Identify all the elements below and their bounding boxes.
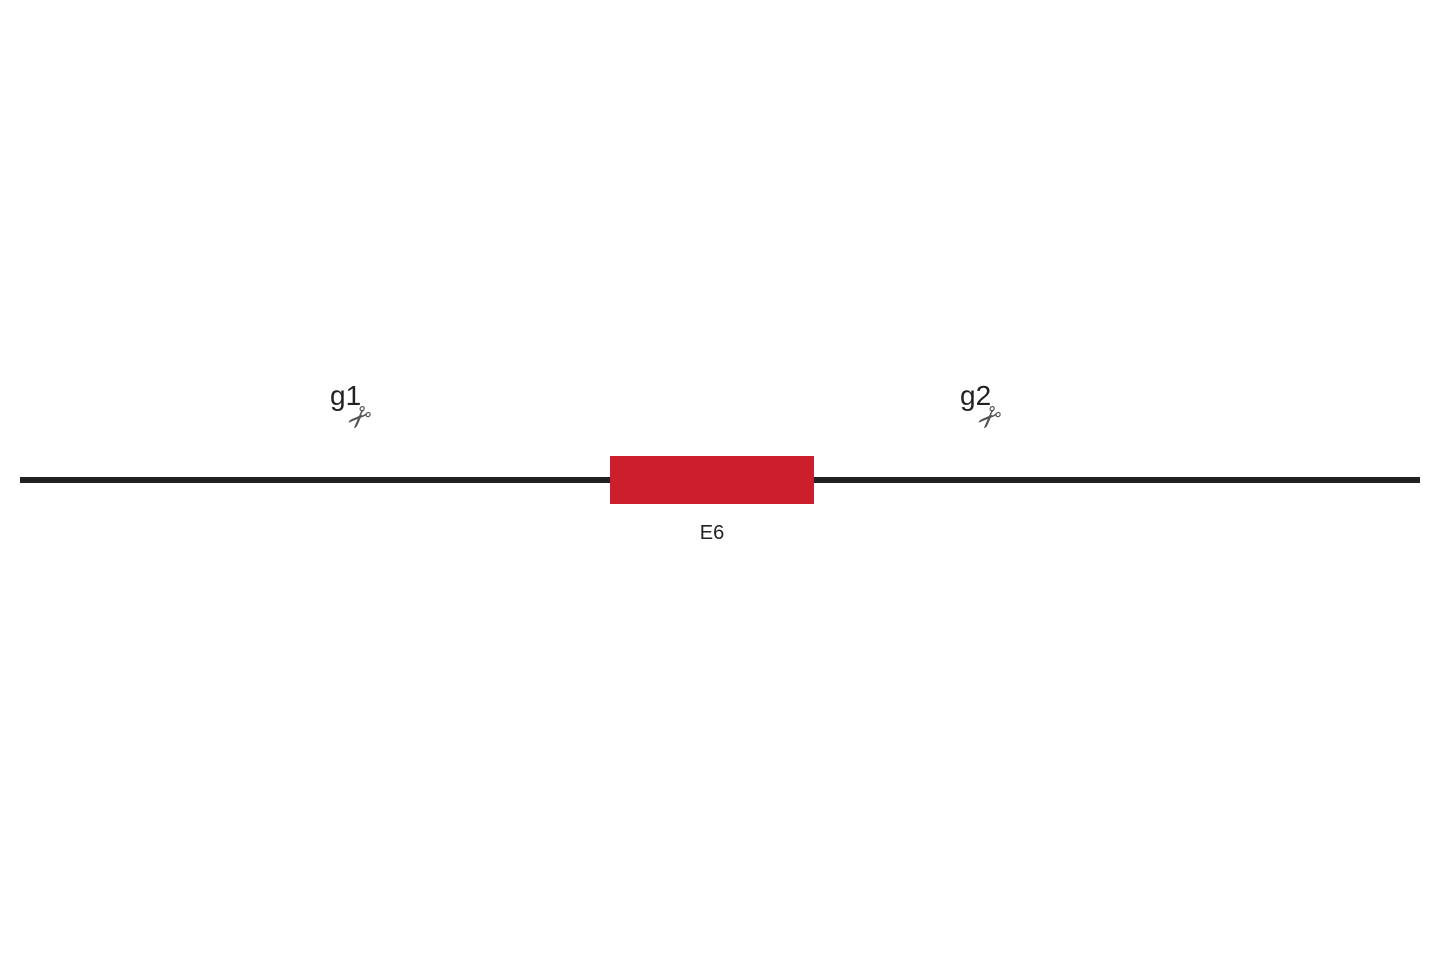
genome-line-right <box>814 477 1420 483</box>
genome-line-left <box>20 477 610 483</box>
exon-label: E6 <box>610 522 814 545</box>
exon-box <box>610 456 814 504</box>
guide-label-g1: g1 <box>330 380 410 412</box>
gene-diagram: E6 g1 ✂ g2 ✂ <box>0 0 1440 960</box>
guide-label-g2: g2 <box>960 380 1040 412</box>
